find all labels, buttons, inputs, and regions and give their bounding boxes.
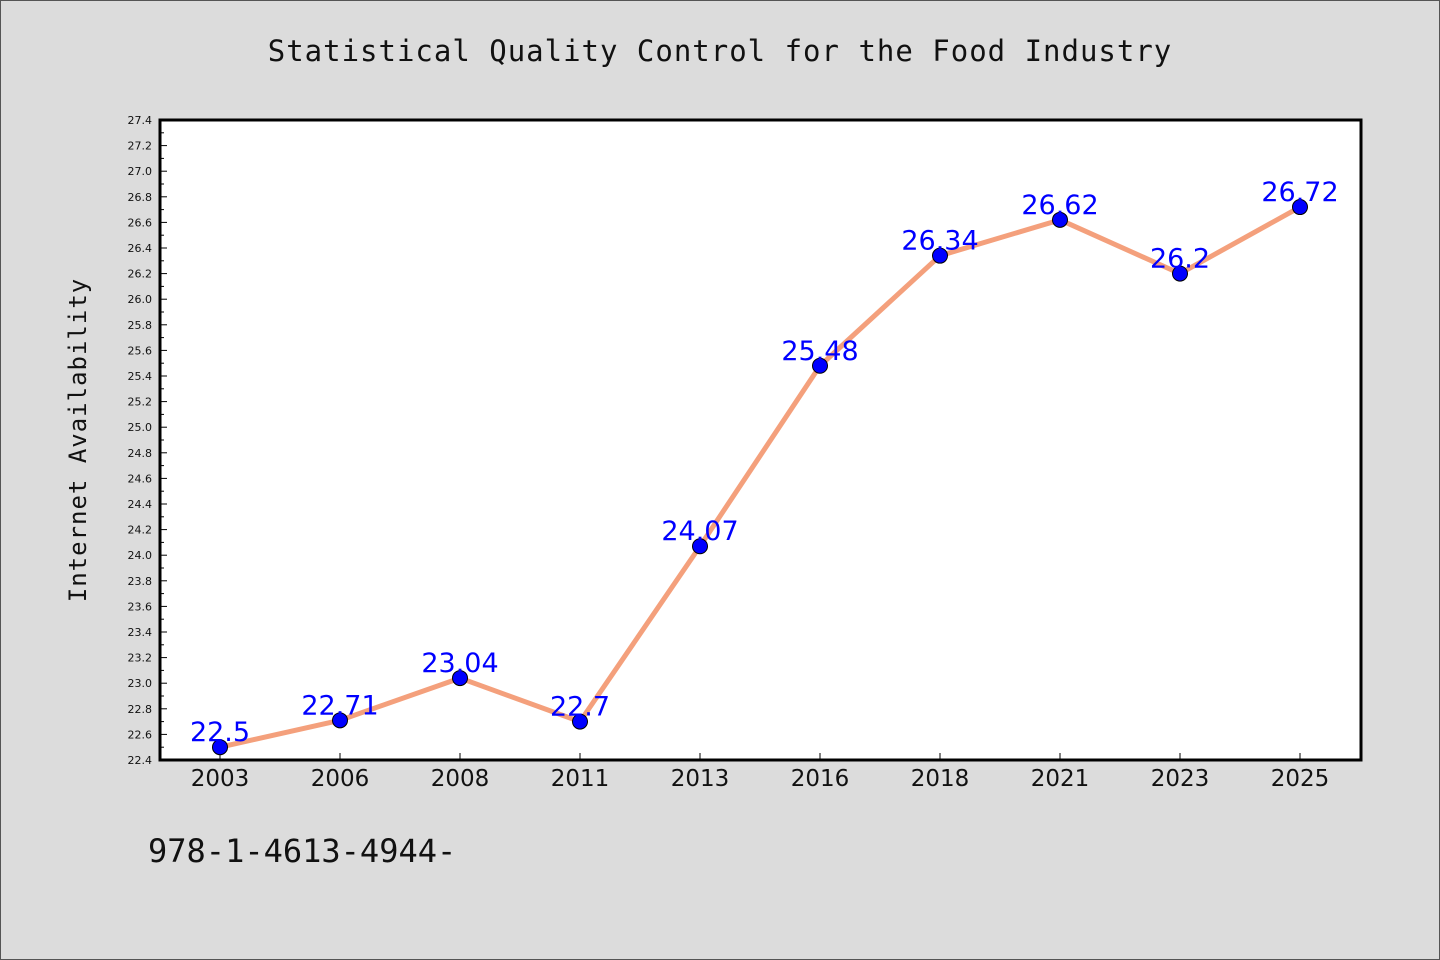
data-label: 26.62 [1021, 190, 1098, 221]
y-tick-label: 26.2 [128, 268, 153, 281]
data-point [1292, 199, 1308, 216]
y-tick-label: 26.0 [128, 293, 153, 306]
y-tick-label: 27.4 [128, 114, 153, 127]
data-label: 25.48 [781, 336, 858, 367]
x-tick-label: 2025 [1271, 766, 1330, 792]
y-tick-label: 23.4 [128, 626, 153, 639]
x-tick-label: 2013 [671, 766, 730, 792]
y-tick-label: 26.6 [128, 216, 153, 229]
y-tick-label: 22.8 [128, 703, 153, 716]
data-point [1052, 211, 1068, 228]
y-tick-label: 25.6 [128, 344, 153, 357]
y-tick-label: 22.6 [128, 728, 153, 741]
data-label: 26.34 [901, 226, 978, 257]
data-point [572, 713, 588, 730]
x-tick-label: 2006 [311, 766, 370, 792]
y-tick-label: 27.0 [128, 165, 153, 178]
y-tick-label: 23.6 [128, 600, 153, 613]
data-label: 22.7 [550, 692, 610, 723]
chart-title: Statistical Quality Control for the Food… [267, 34, 1173, 68]
y-tick-label: 23.2 [128, 652, 153, 665]
y-tick-label: 24.2 [128, 524, 153, 537]
y-tick-label: 25.4 [128, 370, 153, 383]
x-tick-label: 2008 [431, 766, 490, 792]
y-tick-label: 26.4 [128, 242, 153, 255]
data-label: 22.5 [190, 717, 250, 748]
x-tick-label: 2018 [911, 766, 970, 792]
data-label: 23.04 [421, 648, 498, 679]
plot-area [158, 118, 1363, 762]
data-label: 26.2 [1150, 244, 1210, 275]
y-tick-label: 24.6 [128, 472, 153, 485]
isbn-text: 978-1-4613-4944- [148, 832, 457, 870]
x-tick-label: 2023 [1151, 766, 1210, 792]
data-point [332, 712, 348, 729]
y-tick-label: 25.2 [128, 396, 153, 409]
y-axis-title: Internet Availability [64, 278, 92, 602]
x-tick-label: 2011 [551, 766, 610, 792]
data-point [452, 670, 468, 687]
data-point [932, 247, 948, 264]
y-tick-label: 23.8 [128, 575, 153, 588]
x-tick-label: 2016 [791, 766, 850, 792]
y-tick-label: 25.8 [128, 319, 153, 332]
y-tick-label: 22.4 [128, 754, 153, 767]
y-tick-label: 25.0 [128, 421, 153, 434]
data-point [812, 357, 828, 374]
y-tick-label: 24.8 [128, 447, 153, 460]
x-tick-label: 2021 [1031, 766, 1090, 792]
y-tick-label: 26.8 [128, 191, 153, 204]
data-label: 24.07 [661, 516, 738, 547]
data-point [692, 538, 708, 555]
x-tick-label: 2003 [191, 766, 250, 792]
y-tick-label: 23.0 [128, 677, 153, 690]
data-label: 22.71 [301, 690, 378, 721]
y-tick-label: 24.4 [128, 498, 153, 511]
data-point [212, 739, 228, 756]
series-line [219, 204, 1302, 750]
y-tick-label: 27.2 [128, 140, 153, 153]
data-label: 26.72 [1261, 177, 1338, 208]
data-point [1172, 265, 1188, 282]
y-tick-label: 24.0 [128, 549, 153, 562]
